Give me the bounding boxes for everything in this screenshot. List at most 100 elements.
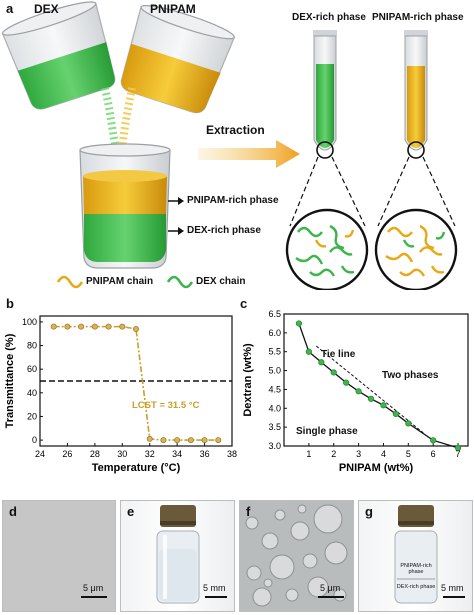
data-point xyxy=(146,435,153,442)
data-point xyxy=(187,437,194,444)
x-tick-label: 30 xyxy=(117,449,127,459)
y-axis-label: Transmittance (%) xyxy=(4,333,16,428)
x-tick-label: 2 xyxy=(331,449,336,459)
data-point xyxy=(201,437,208,444)
single-phase-label: Single phase xyxy=(296,426,358,437)
y-tick-label: 3.5 xyxy=(268,422,281,432)
data-point xyxy=(330,369,337,376)
data-point xyxy=(367,395,375,402)
data-point xyxy=(78,323,85,330)
y-tick-label: 6.5 xyxy=(268,309,281,319)
y-tick-label: 5.5 xyxy=(268,347,281,357)
y-tick-label: 4.0 xyxy=(268,403,281,413)
data-point xyxy=(355,388,362,395)
data-point xyxy=(105,323,112,330)
data-point xyxy=(174,437,181,444)
panel-d-photo: d 5 μm xyxy=(2,500,116,612)
phase-diagram: 1 2 3 4 5 6 7 3.0 3.5 4.0 4.5 5.0 5.5 6.0 6.5 PNIPAM (w… xyxy=(242,309,469,474)
data-point xyxy=(305,348,312,355)
data-point xyxy=(119,323,126,330)
panel-a-letter: a xyxy=(6,1,14,16)
x-tick-label: 28 xyxy=(90,449,100,459)
scale-label: 5 μm xyxy=(320,583,341,593)
x-axis-label: Temperature (°C) xyxy=(92,462,181,474)
x-tick-label: 1 xyxy=(306,449,311,459)
x-tick-label: 5 xyxy=(406,449,411,459)
vial-clear xyxy=(156,505,200,604)
data-point xyxy=(132,325,139,332)
scale-bar xyxy=(205,596,227,598)
x-tick-label: 7 xyxy=(456,449,461,459)
panel-f-photo: f 5 μm xyxy=(239,500,354,612)
y-tick-label: 0 xyxy=(32,435,37,445)
data-point xyxy=(295,320,303,327)
y-axis-label: Dextran (wt%) xyxy=(242,343,254,417)
data-point xyxy=(318,359,325,366)
scale-label: 5 μm xyxy=(83,583,104,593)
data-point xyxy=(405,420,412,427)
y-tick-label: 60 xyxy=(27,364,37,374)
tube-dex-label: DEX-rich phase xyxy=(292,12,366,23)
scale-bar xyxy=(318,596,344,598)
data-point xyxy=(343,379,350,386)
x-tick-label: 32 xyxy=(145,449,155,459)
data-point xyxy=(50,323,57,330)
y-tick-label: 6.0 xyxy=(268,328,281,338)
panel-e-photo: e 5 mm xyxy=(120,500,235,612)
x-tick-label: 26 xyxy=(62,449,72,459)
data-point xyxy=(215,437,222,444)
pnipam-chain-icon xyxy=(56,275,84,289)
y-tick-label: 40 xyxy=(27,388,37,398)
extraction-label: Extraction xyxy=(206,123,265,137)
legend-dex-label: DEX chain xyxy=(196,276,246,287)
extraction-arrow xyxy=(198,140,300,168)
vial-two-phase xyxy=(394,505,438,604)
tube-pnipam-label: PNIPAM-rich phase xyxy=(372,12,464,23)
data-point xyxy=(454,444,462,451)
pnipam-tube xyxy=(404,30,428,159)
x-tick-label: 36 xyxy=(200,449,210,459)
dex-phase-zoom xyxy=(285,208,369,290)
pnipam-phase-zoom xyxy=(374,208,458,290)
scale-bar xyxy=(81,596,107,598)
x-tick-label: 3 xyxy=(356,449,361,459)
x-tick-label: 34 xyxy=(172,449,182,459)
layer-bottom-label: DEX-rich phase xyxy=(187,225,261,236)
scale-label: 5 mm xyxy=(203,583,226,593)
dex-beaker-label: DEX xyxy=(34,2,59,16)
data-point xyxy=(64,323,71,330)
y-tick-label: 3.0 xyxy=(268,441,281,451)
data-point xyxy=(160,437,167,444)
panel-g-letter: g xyxy=(365,504,373,519)
plot-frame xyxy=(283,313,469,447)
legend-pnipam-label: PNIPAM chain xyxy=(86,276,154,287)
dex-beaker xyxy=(1,1,116,110)
panel-b-letter: b xyxy=(6,296,14,311)
data-point xyxy=(380,402,387,409)
scale-bar xyxy=(443,596,465,598)
data-point xyxy=(430,437,437,444)
two-phases-label: Two phases xyxy=(382,370,439,381)
transmittance-chart: 24 26 28 30 32 34 36 38 0 20 40 60 80 100 Temperature … xyxy=(4,315,237,474)
bottom-phase-label: DEX-rich phase xyxy=(396,584,436,590)
top-phase-label: PNIPAM-rich phase xyxy=(400,563,432,575)
x-tick-label: 6 xyxy=(431,449,436,459)
panel-e-letter: e xyxy=(127,504,135,519)
y-tick-label: 80 xyxy=(27,341,37,351)
panel-d-letter: d xyxy=(9,504,17,519)
pnipam-beaker xyxy=(120,5,236,114)
layer-top-label: PNIPAM-rich phase xyxy=(187,195,279,206)
series-line xyxy=(53,325,219,441)
data-point xyxy=(91,323,98,330)
tie-line xyxy=(316,345,424,434)
panel-g-photo: g PNIPAM-rich phase DEX-rich phase 5 mm xyxy=(358,500,473,612)
x-tick-label: 4 xyxy=(381,449,386,459)
mixing-beaker xyxy=(79,143,171,269)
scale-label: 5 mm xyxy=(441,583,464,593)
y-tick-label: 4.5 xyxy=(268,384,281,394)
data-point xyxy=(392,410,399,418)
x-tick-label: 38 xyxy=(227,449,237,459)
y-tick-label: 5.0 xyxy=(268,366,281,376)
panel-c-letter: c xyxy=(240,296,248,311)
pnipam-beaker-label: PNIPAM xyxy=(150,2,196,16)
